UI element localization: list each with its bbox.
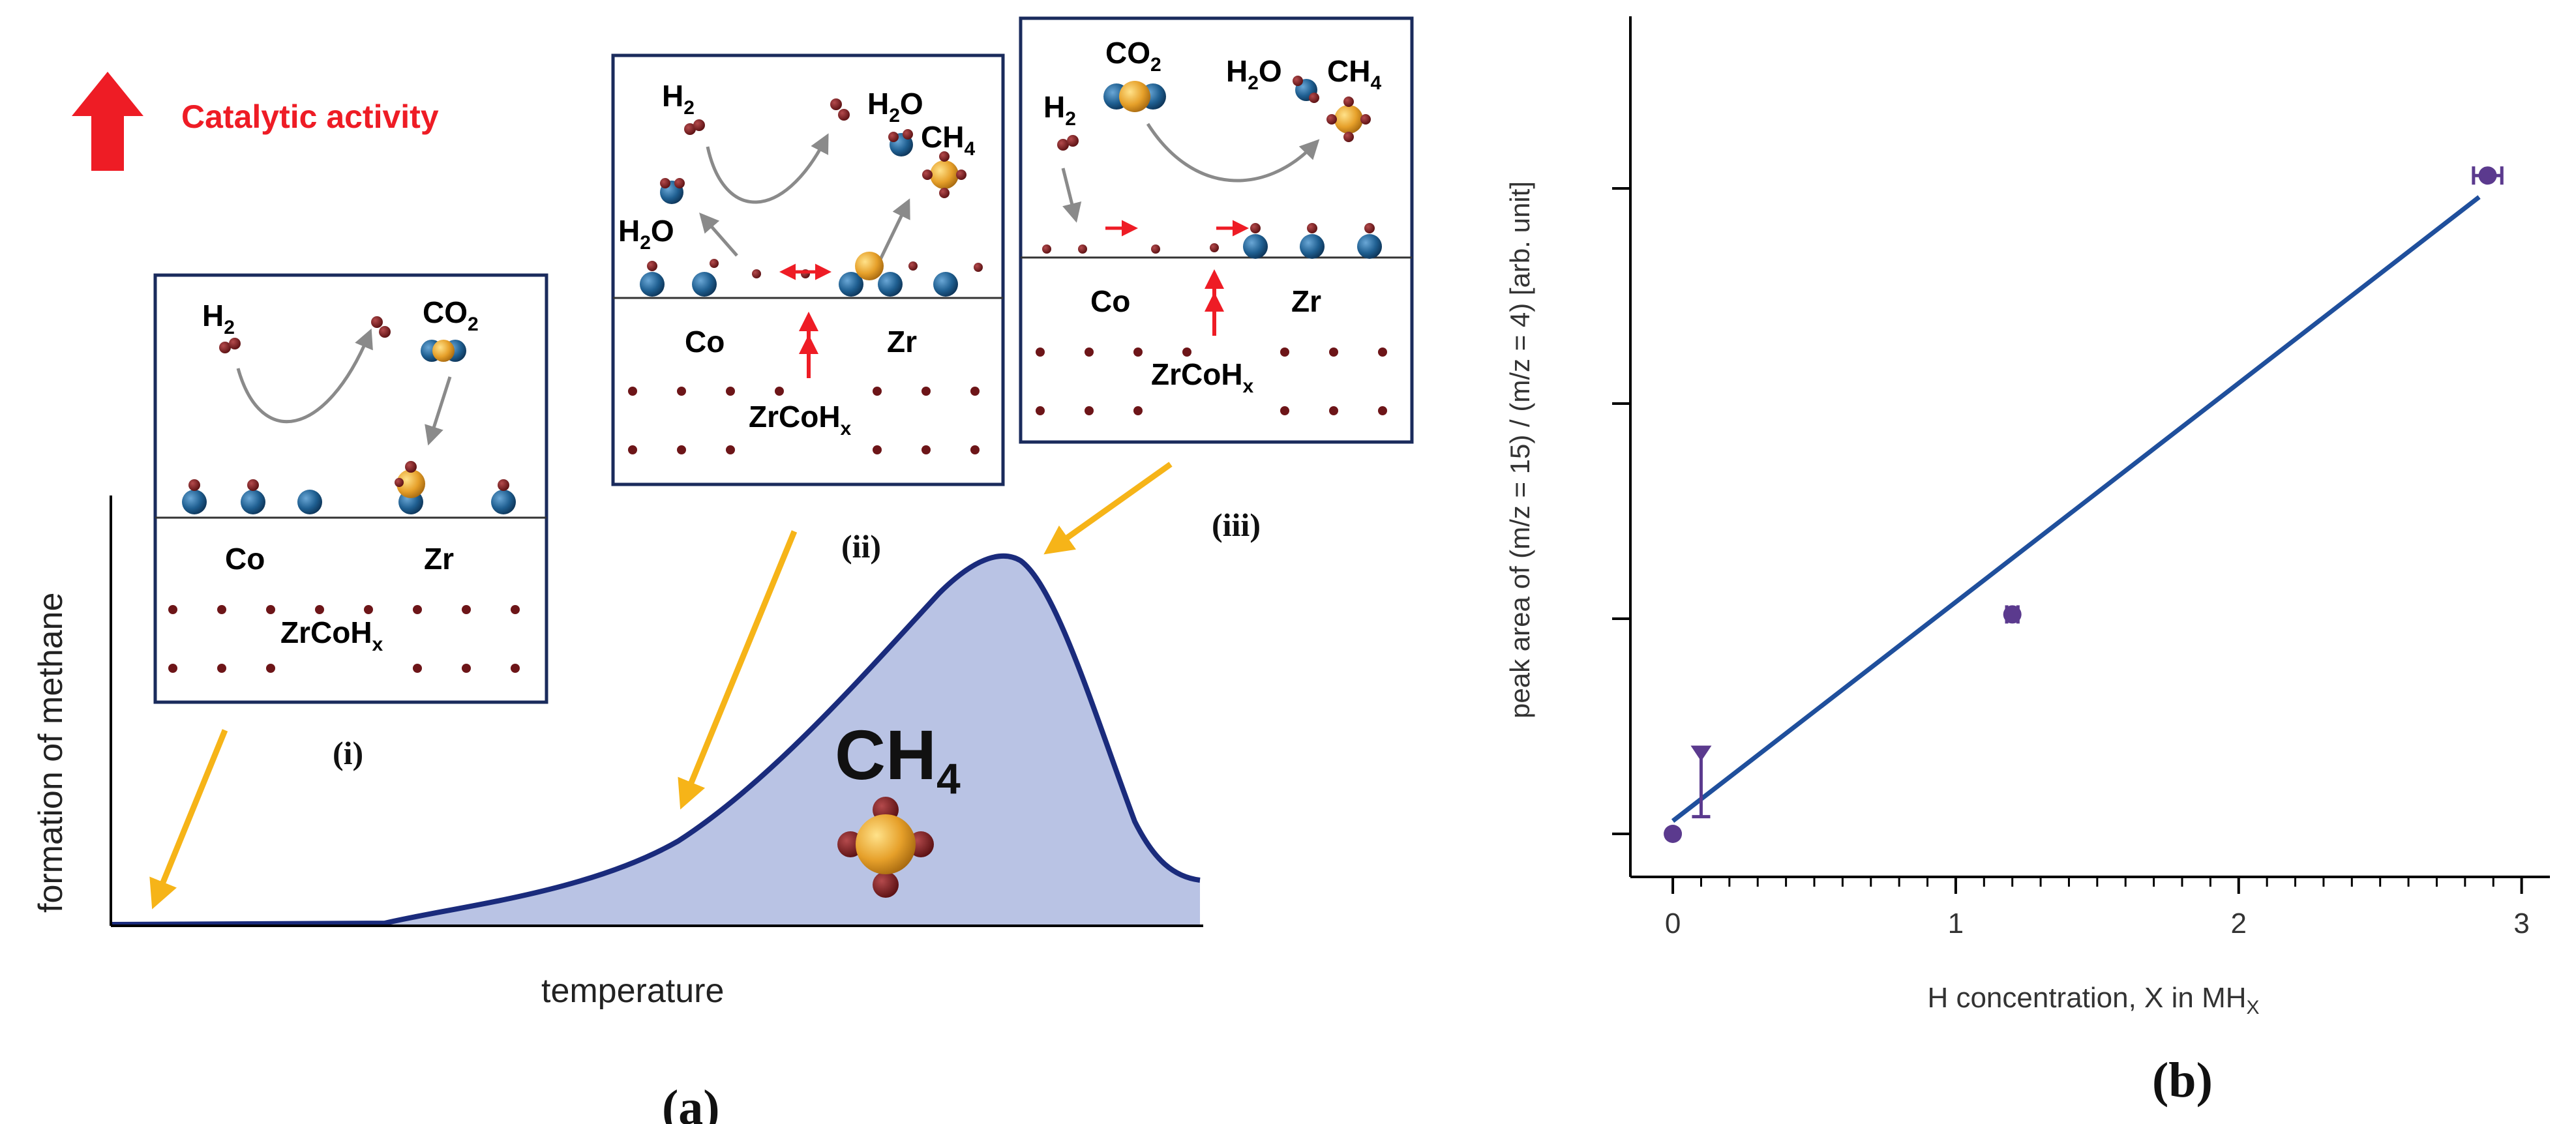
point-marker [1690, 745, 1712, 762]
bulk-label: ZrCoHx [280, 615, 383, 655]
point-marker [2003, 605, 2022, 624]
point-marker [2478, 166, 2497, 185]
panel-a-label: (a) [662, 1080, 720, 1124]
fit-line [1671, 195, 2481, 823]
methane-molecule-icon [837, 797, 934, 898]
x-axis-label-b: H concentration, X in MHX [1927, 982, 2259, 1018]
h2o-product-label: H2O [1226, 54, 1282, 94]
stage-label-i: (i) [333, 735, 363, 771]
catalytic-activity-label: Catalytic activity [181, 98, 439, 135]
bulk-label: ZrCoHx [1151, 357, 1254, 397]
x-axis-label-a: temperature [541, 972, 724, 1010]
peak-outline [110, 553, 1201, 927]
stage-i-diagram: H2 CO2 Co Zr ZrCoHx [153, 273, 548, 704]
y-axis-label-a: formation of methane [32, 593, 70, 913]
up-arrow-icon [72, 72, 143, 171]
co-label: Co [1090, 284, 1130, 318]
stage-pointer-arrows [149, 462, 1173, 910]
h2o-product-label: H2O [867, 87, 923, 126]
x-ticks [1671, 877, 2523, 894]
methane-formation-curve: formation of methane temperature CH4 [32, 495, 1203, 1010]
data-points [1664, 166, 2504, 843]
data-point [2472, 166, 2504, 185]
point-marker [1664, 825, 1683, 843]
co2-label: CO2 [1105, 36, 1161, 76]
x-tick-label: 1 [1948, 908, 1964, 939]
co-label: Co [685, 325, 725, 359]
h2-label: H2 [202, 299, 235, 338]
stage-iii-diagram: CO2 H2 H2O CH4 Co Zr ZrCoHx [1019, 16, 1414, 444]
panel-b-chart: 0 1 2 3 peak area of (m/z = 15) / (m/z = 4)… [1505, 16, 2550, 1108]
stage-label-ii: (ii) [841, 528, 881, 565]
bulk-hydrogen-dots [1036, 348, 1387, 415]
x-tick-label: 3 [2513, 908, 2529, 939]
bulk-hydrogen-dots [628, 387, 980, 454]
stage-label-iii: (iii) [1212, 507, 1261, 543]
co-label: Co [225, 542, 265, 576]
zr-label: Zr [887, 325, 917, 359]
x-tick-label: 0 [1665, 908, 1681, 939]
y-axis-label-b: peak area of (m/z = 15) / (m/z = 4) [arb… [1505, 181, 1535, 718]
h2o-left-label: H2O [618, 214, 674, 254]
panel-a: Catalytic activity formation of methane … [32, 16, 1414, 1124]
stage-ii-diagram: H2 H2O CH4 H2O Co Zr ZrCoHx [611, 53, 1005, 486]
ch4-product-label-iii: CH4 [1327, 54, 1381, 94]
x-tick-label: 2 [2231, 908, 2247, 939]
bulk-hydrogen-dots [168, 605, 520, 673]
h2-label: H2 [662, 79, 695, 119]
bulk-label: ZrCoHx [749, 400, 852, 439]
ch4-product-label: CH4 [835, 715, 961, 803]
y-ticks [1612, 187, 1630, 835]
ch4-product-label-ii: CH4 [921, 120, 975, 160]
panel-b-label: (b) [2152, 1053, 2213, 1108]
zr-label: Zr [424, 542, 454, 576]
h2-label: H2 [1043, 90, 1076, 130]
co2-label: CO2 [423, 295, 479, 335]
data-point [2003, 605, 2022, 624]
data-point [1664, 825, 1683, 843]
zr-label: Zr [1291, 284, 1321, 318]
data-point [1690, 745, 1712, 819]
x-tick-labels: 0 1 2 3 [1665, 908, 2530, 939]
catalytic-activity-indicator: Catalytic activity [72, 72, 439, 171]
